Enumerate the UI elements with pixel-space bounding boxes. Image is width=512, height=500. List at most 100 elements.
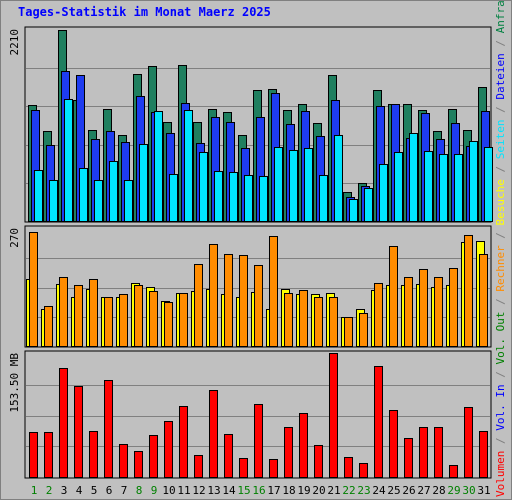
requests-ymax-label: 2210 bbox=[8, 29, 21, 56]
bar-rechner-day-5 bbox=[89, 279, 98, 347]
bar-seiten-day-9 bbox=[154, 111, 163, 222]
legend-part-2: Vol. In bbox=[494, 384, 507, 430]
bar-rechner-day-2 bbox=[44, 306, 53, 347]
bar-seiten-day-12 bbox=[199, 152, 208, 222]
bar-volumen-day-22 bbox=[344, 457, 353, 478]
legend-part-13: / bbox=[494, 33, 507, 53]
bar-rechner-day-28 bbox=[434, 277, 443, 347]
bar-seiten-day-6 bbox=[109, 161, 118, 222]
bar-seiten-day-21 bbox=[334, 135, 343, 222]
bar-seiten-day-8 bbox=[139, 144, 148, 222]
bar-rechner-day-29 bbox=[449, 268, 458, 347]
day-label-23: 23 bbox=[357, 484, 370, 497]
day-label-28: 28 bbox=[432, 484, 445, 497]
bar-volumen-day-31 bbox=[479, 431, 488, 478]
bar-volumen-day-26 bbox=[404, 438, 413, 478]
bar-volumen-day-11 bbox=[179, 406, 188, 478]
bar-volumen-day-10 bbox=[164, 421, 173, 478]
bar-rechner-day-13 bbox=[209, 244, 218, 347]
day-label-20: 20 bbox=[312, 484, 325, 497]
day-label-12: 12 bbox=[192, 484, 205, 497]
bar-volumen-day-13 bbox=[209, 390, 218, 478]
bar-seiten-day-19 bbox=[304, 148, 313, 222]
right-legend: Volumen / Vol. In / Vol. Out / Rechner /… bbox=[494, 0, 507, 497]
bar-rechner-day-3 bbox=[59, 277, 68, 347]
volume-ymax-label: 153.50 MB bbox=[8, 353, 21, 413]
bar-rechner-day-8 bbox=[134, 285, 143, 347]
bar-volumen-day-6 bbox=[104, 380, 113, 478]
bar-rechner-day-17 bbox=[269, 236, 278, 347]
bar-volumen-day-15 bbox=[239, 458, 248, 478]
bar-volumen-day-25 bbox=[389, 410, 398, 478]
legend-part-8: Besuche bbox=[494, 179, 507, 225]
bar-rechner-day-14 bbox=[224, 254, 233, 347]
day-label-22: 22 bbox=[342, 484, 355, 497]
bar-seiten-day-13 bbox=[214, 171, 223, 222]
bar-volumen-day-4 bbox=[74, 386, 83, 478]
day-label-26: 26 bbox=[402, 484, 415, 497]
bar-rechner-day-26 bbox=[404, 277, 413, 347]
day-label-5: 5 bbox=[91, 484, 98, 497]
bar-volumen-day-16 bbox=[254, 404, 263, 478]
bar-seiten-day-25 bbox=[394, 152, 403, 222]
bar-seiten-day-15 bbox=[244, 175, 253, 222]
bar-volumen-day-7 bbox=[119, 444, 128, 478]
bar-volumen-day-12 bbox=[194, 455, 203, 478]
bar-rechner-day-19 bbox=[299, 290, 308, 347]
bar-seiten-day-29 bbox=[454, 154, 463, 222]
bar-seiten-day-3 bbox=[64, 99, 73, 222]
bar-rechner-day-22 bbox=[344, 317, 353, 347]
bar-volumen-day-14 bbox=[224, 434, 233, 478]
legend-part-6: Rechner bbox=[494, 245, 507, 292]
day-label-6: 6 bbox=[106, 484, 113, 497]
bar-seiten-day-28 bbox=[439, 154, 448, 222]
day-label-21: 21 bbox=[327, 484, 340, 497]
bar-rechner-day-6 bbox=[104, 297, 113, 347]
chart-title: Tages-Statistik im Monat Maerz 2025 bbox=[18, 5, 271, 19]
legend-part-5: / bbox=[494, 292, 507, 312]
bar-volumen-day-5 bbox=[89, 431, 98, 478]
bar-rechner-day-30 bbox=[464, 235, 473, 347]
bar-volumen-day-2 bbox=[44, 432, 53, 478]
bar-seiten-day-4 bbox=[79, 168, 88, 222]
bar-rechner-day-11 bbox=[179, 293, 188, 347]
bar-seiten-day-5 bbox=[94, 180, 103, 222]
day-label-9: 9 bbox=[151, 484, 158, 497]
bar-volumen-day-1 bbox=[29, 432, 38, 478]
bar-volumen-day-19 bbox=[299, 413, 308, 478]
bar-seiten-day-10 bbox=[169, 174, 178, 222]
bar-rechner-day-4 bbox=[74, 285, 83, 347]
day-label-17: 17 bbox=[267, 484, 280, 497]
bar-volumen-day-18 bbox=[284, 427, 293, 478]
bar-rechner-day-20 bbox=[314, 297, 323, 347]
bar-seiten-day-11 bbox=[184, 110, 193, 222]
day-label-15: 15 bbox=[237, 484, 250, 497]
day-label-4: 4 bbox=[76, 484, 83, 497]
bar-seiten-day-26 bbox=[409, 133, 418, 222]
bar-volumen-day-29 bbox=[449, 465, 458, 478]
bar-rechner-day-15 bbox=[239, 255, 248, 347]
bar-seiten-day-1 bbox=[34, 170, 43, 222]
bar-volumen-day-3 bbox=[59, 368, 68, 478]
bar-seiten-day-20 bbox=[319, 175, 328, 222]
day-label-11: 11 bbox=[177, 484, 190, 497]
day-label-7: 7 bbox=[121, 484, 128, 497]
day-label-8: 8 bbox=[136, 484, 143, 497]
bar-rechner-day-7 bbox=[119, 294, 128, 347]
bar-rechner-day-24 bbox=[374, 283, 383, 347]
bar-rechner-day-10 bbox=[164, 302, 173, 347]
day-label-24: 24 bbox=[372, 484, 386, 497]
bar-seiten-day-23 bbox=[364, 188, 373, 222]
day-label-3: 3 bbox=[61, 484, 68, 497]
bar-volumen-day-24 bbox=[374, 366, 383, 478]
bar-seiten-day-2 bbox=[49, 180, 58, 222]
day-label-31: 31 bbox=[477, 484, 490, 497]
bar-seiten-day-7 bbox=[124, 180, 133, 222]
bars bbox=[26, 30, 493, 478]
bar-seiten-day-14 bbox=[229, 172, 238, 222]
bar-seiten-day-16 bbox=[259, 176, 268, 222]
legend-part-11: / bbox=[494, 100, 507, 120]
bar-rechner-day-27 bbox=[419, 269, 428, 347]
